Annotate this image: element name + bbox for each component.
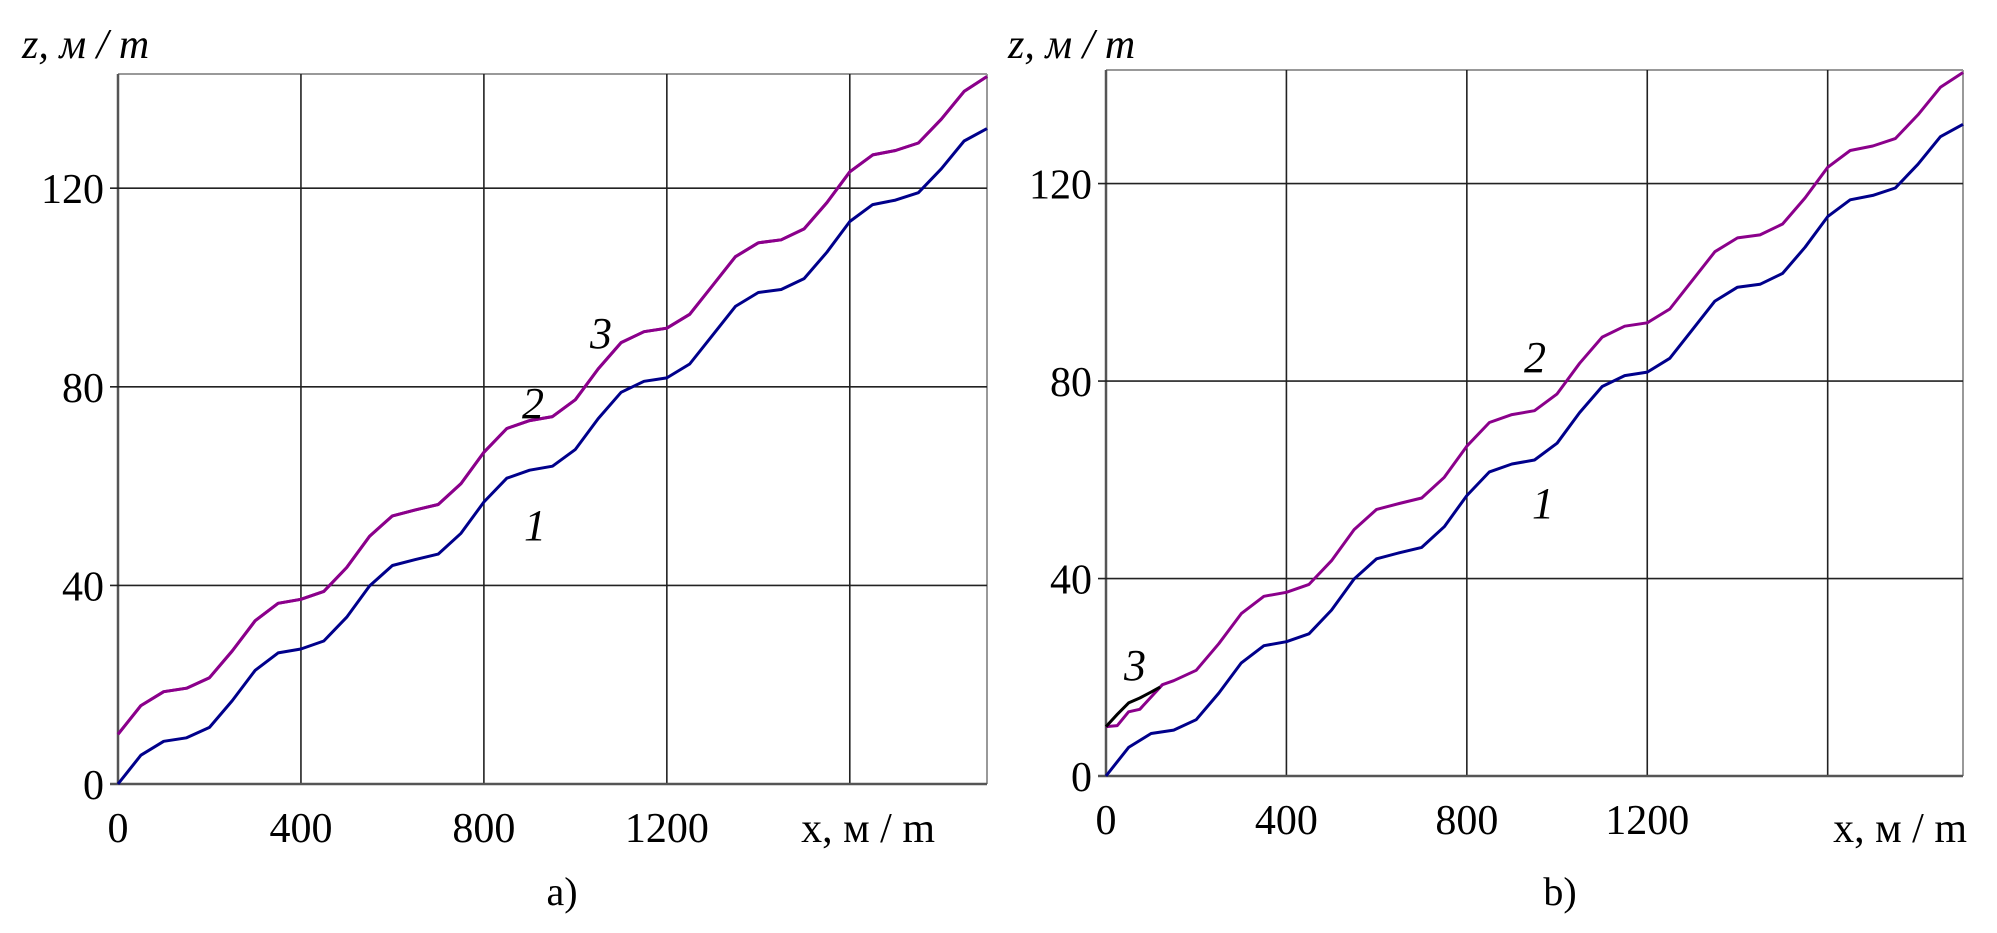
chart-panel-a: 0 400 800 1200 0 40 80 120 1 23 z, м / m x, м / m a) <box>21 22 988 914</box>
y-axis-label: z, м / m <box>21 22 149 68</box>
y-tick-label: 40 <box>62 564 104 610</box>
x-tick-label: 800 <box>452 806 515 852</box>
curve-label-1: 1 <box>1532 479 1554 528</box>
x-tick-label: 800 <box>1435 798 1498 844</box>
x-axis-label: x, м / m <box>1833 806 1967 852</box>
chart-panel-b: 0 400 800 1200 0 40 80 120 1 2 3 z, м / m x, м / m b) <box>1007 22 1967 914</box>
panel-caption: a) <box>546 869 577 914</box>
curve-label-3: 3 <box>1123 641 1146 690</box>
y-tick-label: 120 <box>1029 163 1092 209</box>
curve-label-2: 2 <box>1524 333 1546 382</box>
y-tick-label: 80 <box>62 366 104 412</box>
series-line-1 <box>1104 122 1964 777</box>
x-axis-label: x, м / m <box>801 806 935 852</box>
panel-caption: b) <box>1543 869 1576 914</box>
series-line-3 <box>1104 685 1161 728</box>
series-line-2 <box>1105 71 1964 729</box>
series-line-1 <box>116 127 988 785</box>
y-tick-label: 120 <box>41 167 104 213</box>
series-line-2 <box>116 75 988 736</box>
x-tick-label: 400 <box>1255 798 1318 844</box>
x-tick-label: 0 <box>1096 798 1117 844</box>
x-tick-label: 1200 <box>625 806 709 852</box>
y-tick-label: 80 <box>1050 360 1092 406</box>
x-tick-label: 1200 <box>1605 798 1689 844</box>
curve-label-2: 2 <box>522 379 544 428</box>
y-tick-label: 40 <box>1050 558 1092 604</box>
curve-label-3: 3 <box>589 309 612 358</box>
series-line-3 <box>116 75 988 736</box>
x-tick-label: 400 <box>269 806 332 852</box>
x-tick-label: 0 <box>108 806 129 852</box>
y-tick-label: 0 <box>83 763 104 809</box>
y-tick-label: 0 <box>1071 755 1092 801</box>
curve-label-1: 1 <box>524 501 546 550</box>
y-axis-label: z, м / m <box>1007 22 1135 68</box>
